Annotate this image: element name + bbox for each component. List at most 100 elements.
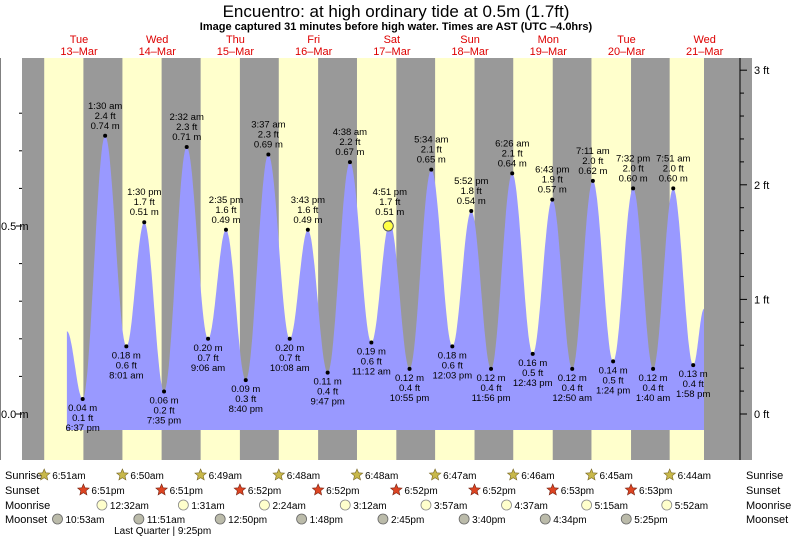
- tide-label: 2.0 ft: [582, 156, 603, 167]
- moonset-icon: [133, 513, 145, 525]
- day-labels: Tue13–MarWed14–MarThu15–MarFri16–MarSat1…: [60, 34, 723, 58]
- day-label-date: 17–Mar: [373, 46, 411, 58]
- right-margin-background: [704, 58, 752, 460]
- right-axis-tick-label: 1 ft: [754, 294, 769, 306]
- day-label-date: 14–Mar: [139, 46, 177, 58]
- moonset-icon: [458, 513, 470, 525]
- tide-label: 0.51 m: [130, 207, 159, 218]
- tide-point: [243, 378, 248, 383]
- astro-event-time: 6:46am: [521, 471, 554, 482]
- tide-label: 0.7 ft: [198, 353, 219, 364]
- tide-label: 0.4 ft: [683, 379, 704, 390]
- tide-label: 0.57 m: [538, 185, 567, 196]
- tide-label: 0.49 m: [211, 215, 240, 226]
- tide-label: 0.19 m: [357, 347, 386, 358]
- tide-point: [550, 197, 555, 202]
- tide-label: 7:11 am: [576, 146, 610, 157]
- tide-label: 0.12 m: [395, 373, 424, 384]
- astro-event-time: 6:51am: [52, 471, 85, 482]
- tide-label: 0.54 m: [457, 196, 486, 207]
- tide-point: [489, 366, 494, 371]
- tide-point: [469, 208, 474, 213]
- tide-label: 0.60 m: [619, 173, 648, 184]
- tide-label: 2.4 ft: [95, 111, 116, 122]
- tide-label: 0.6 ft: [361, 357, 382, 368]
- moonset-icon: [214, 513, 226, 525]
- tide-area: [66, 135, 704, 431]
- tide-label: 1.9 ft: [542, 175, 563, 186]
- tide-label: 0.60 m: [659, 173, 688, 184]
- astro-event-time: 6:52pm: [404, 486, 437, 497]
- tide-point: [429, 167, 434, 172]
- row-label-right: Sunset: [746, 485, 780, 497]
- day-label-dow: Wed: [693, 34, 715, 46]
- tide-label: 0.18 m: [438, 350, 467, 361]
- tide-label: 0.51 m: [375, 207, 404, 218]
- tide-point: [450, 344, 455, 349]
- tide-label: 7:35 pm: [147, 415, 181, 426]
- day-label-date: 20–Mar: [608, 46, 646, 58]
- day-label-dow: Sat: [384, 34, 401, 46]
- tide-label: 0.18 m: [112, 350, 141, 361]
- astro-event-time: 2:45pm: [391, 515, 424, 526]
- tide-point: [325, 370, 330, 375]
- sunrise-icon: [428, 468, 442, 481]
- tide-label: 2.0 ft: [663, 163, 684, 174]
- tide-label: 0.4 ft: [480, 383, 501, 394]
- left-axis-tick-label: 0.5 m: [1, 221, 29, 233]
- sunset-icon: [468, 483, 481, 496]
- astro-event-time: 5:15am: [595, 501, 628, 512]
- astro-event-time: 6:53pm: [639, 486, 672, 497]
- tide-label: 2:32 am: [170, 112, 204, 123]
- tide-label: 0.65 m: [417, 155, 446, 166]
- tide-label: 9:06 am: [191, 363, 225, 374]
- tide-label: 0.71 m: [172, 132, 201, 143]
- tide-label: 1:58 pm: [676, 389, 710, 400]
- astro-event-time: 6:52pm: [326, 486, 359, 497]
- moonrise-icon: [581, 499, 593, 511]
- moonrise-icon: [96, 499, 108, 511]
- day-label-dow: Thu: [226, 34, 245, 46]
- day-label-dow: Wed: [146, 34, 168, 46]
- tide-label: 0.4 ft: [562, 383, 583, 394]
- moonset-icon: [620, 513, 632, 525]
- right-axis-tick-label: 3 ft: [754, 65, 769, 77]
- tide-label: 0.11 m: [313, 377, 341, 388]
- tide-label: 3:37 am: [251, 120, 285, 131]
- sunrise-icon: [37, 468, 51, 481]
- astro-event-time: 3:12am: [353, 501, 386, 512]
- day-label-date: 21–Mar: [686, 46, 724, 58]
- row-label-left: Sunset: [5, 485, 39, 497]
- tide-label: 0.20 m: [275, 343, 304, 354]
- tide-point: [570, 366, 575, 371]
- tide-label: 0.6 ft: [442, 360, 463, 371]
- tide-label: 6:37 pm: [66, 423, 100, 434]
- day-label-date: 18–Mar: [451, 46, 489, 58]
- astro-rows: Sunrise Sunrise 6:51am 6:50am 6:49am 6:48am 6:…: [5, 468, 791, 537]
- row-label-right: Moonset: [746, 514, 788, 526]
- moonset-icon: [377, 513, 389, 525]
- tide-label: 6:26 am: [495, 138, 529, 149]
- tide-label: 0.4 ft: [399, 383, 420, 394]
- moonrise-icon: [177, 499, 189, 511]
- astro-event-time: 6:53pm: [561, 486, 594, 497]
- moonrise-icon: [259, 499, 270, 511]
- tide-label: 1.7 ft: [134, 197, 155, 208]
- astro-event-time: 6:49am: [209, 471, 242, 482]
- tide-label: 0.62 m: [578, 166, 607, 177]
- sunset-icon: [389, 483, 403, 496]
- tide-label: 0.7 ft: [279, 353, 300, 364]
- row-label-right: Moonrise: [746, 500, 791, 512]
- tide-label: 3:43 pm: [291, 195, 325, 206]
- tide-label: 0.5 ft: [522, 368, 543, 379]
- row-label-right: Sunrise: [746, 470, 783, 482]
- astro-event-time: 6:47am: [443, 471, 476, 482]
- tide-label: 8:01 am: [109, 370, 143, 381]
- astro-event-time: 2:24am: [272, 501, 305, 512]
- right-axis-tick-label: 0 ft: [754, 409, 769, 421]
- sunset-icon: [546, 483, 560, 496]
- left-axis: 0.0 m 0.5 m: [0, 58, 29, 460]
- astro-event-time: 6:51pm: [91, 486, 124, 497]
- moonrise-icon: [420, 499, 432, 511]
